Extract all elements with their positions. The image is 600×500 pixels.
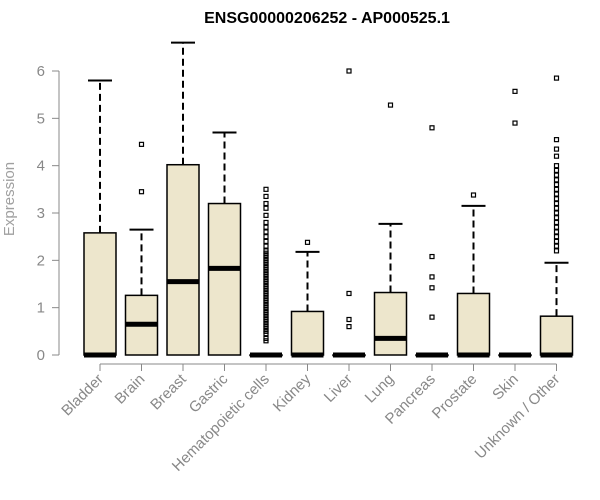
outlier-point <box>553 177 560 183</box>
outlier-point <box>512 120 518 126</box>
outlier-point <box>553 224 560 230</box>
box-body <box>539 315 574 356</box>
box-gastric <box>207 131 242 356</box>
outlier-point <box>263 234 269 240</box>
outlier-point <box>512 88 518 94</box>
outlier-point <box>553 163 560 169</box>
outlier-point <box>553 182 560 188</box>
outlier-point <box>553 153 560 159</box>
outlier-point <box>346 68 352 74</box>
outlier-point <box>553 172 560 178</box>
box-unknown-other <box>539 75 574 358</box>
boxes-group <box>83 41 574 358</box>
outlier-point <box>470 192 477 198</box>
box-body <box>456 292 491 356</box>
outlier-point <box>553 238 560 244</box>
outlier-point <box>429 125 435 131</box>
outlier-point <box>429 314 435 320</box>
box-body <box>373 291 408 356</box>
y-tick-label: 5 <box>37 110 45 127</box>
box-prostate <box>456 192 491 358</box>
outlier-point <box>387 102 394 108</box>
x-tick-label: Liver <box>321 371 356 406</box>
outlier-point <box>263 243 269 249</box>
outlier-point <box>553 196 560 202</box>
outlier-point <box>304 239 311 245</box>
outlier-point <box>263 219 269 226</box>
y-axis-label: Expression <box>1 162 18 236</box>
outlier-point <box>553 167 560 173</box>
x-tick-label: Brain <box>112 371 149 408</box>
box-body <box>290 310 325 356</box>
outlier-point <box>553 248 560 254</box>
box-kidney <box>290 239 325 358</box>
y-tick-label: 0 <box>37 347 45 364</box>
box-breast <box>166 41 200 356</box>
box-bladder <box>83 79 117 358</box>
outlier-point <box>346 290 352 297</box>
outlier-point <box>263 205 269 211</box>
outlier-point <box>553 205 560 211</box>
box-body <box>83 232 117 356</box>
x-tick-label: Breast <box>147 370 190 413</box>
outlier-point <box>553 215 560 221</box>
outlier-point <box>263 212 269 218</box>
y-tick-label: 3 <box>37 205 45 222</box>
outlier-point <box>263 186 269 192</box>
outlier-point <box>553 146 560 152</box>
x-tick-label: Bladder <box>58 371 107 420</box>
box-body <box>207 202 242 356</box>
outlier-point <box>138 141 145 147</box>
outlier-point <box>553 234 560 240</box>
outlier-point <box>429 285 435 291</box>
outlier-point <box>429 274 435 280</box>
outlier-point <box>346 316 352 323</box>
outlier-point <box>429 253 435 260</box>
outlier-point <box>346 324 352 330</box>
x-tick-label: Skin <box>489 371 522 404</box>
outlier-point <box>263 248 269 254</box>
box-lung <box>373 102 408 356</box>
outlier-point <box>553 186 560 192</box>
box-body <box>166 163 200 356</box>
box-liver <box>332 68 366 358</box>
outlier-point <box>553 191 560 197</box>
box-hematopoietic-cells <box>249 186 283 358</box>
outlier-point <box>553 219 560 226</box>
x-tick-label: Kidney <box>270 370 315 415</box>
y-tick-label: 6 <box>37 63 45 80</box>
outlier-point <box>263 193 269 200</box>
y-tick-label: 1 <box>37 300 45 317</box>
box-pancreas <box>415 125 449 358</box>
outlier-point <box>263 229 269 235</box>
outlier-point <box>553 210 560 216</box>
outlier-point <box>553 137 560 143</box>
outlier-point <box>553 200 560 207</box>
box-skin <box>498 88 532 358</box>
outlier-point <box>263 335 269 342</box>
x-tick-label: Lung <box>362 371 398 407</box>
outlier-point <box>263 238 269 244</box>
y-tick-label: 4 <box>37 158 45 175</box>
x-tick-label: Prostate <box>429 371 481 423</box>
box-brain <box>124 141 159 356</box>
chart-title: ENSG00000206252 - AP000525.1 <box>204 10 450 27</box>
outlier-point <box>553 229 560 235</box>
outlier-point <box>263 224 269 230</box>
y-tick-label: 2 <box>37 252 45 269</box>
y-axis: 0 1 2 3 4 5 6 <box>37 63 60 364</box>
outlier-point <box>263 200 269 207</box>
outlier-point <box>553 243 560 249</box>
outlier-point <box>553 75 560 81</box>
outlier-point <box>138 189 145 195</box>
